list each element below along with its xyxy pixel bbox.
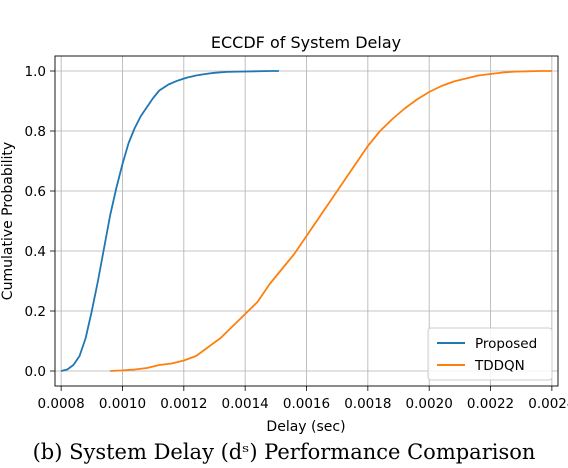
x-axis-label: Delay (sec) xyxy=(266,419,345,435)
ecdf-chart: 0.0008 0.0010 0.0012 0.0014 0.0016 0.0018 0.00… xyxy=(0,33,568,435)
legend-label: TDDQN xyxy=(474,358,525,374)
y-tick-label: 0.8 xyxy=(25,124,46,140)
series-line-tddqn xyxy=(110,70,552,372)
legend-box xyxy=(427,327,553,381)
x-tick-label: 0.0008 xyxy=(38,396,85,412)
x-tick-label: 0.0010 xyxy=(99,396,146,412)
series-lines xyxy=(60,70,552,372)
x-tick-label: 0.0022 xyxy=(467,396,514,412)
x-tick-label: 0.0018 xyxy=(344,396,391,412)
legend: Proposed TDDQN xyxy=(427,327,553,381)
y-tick-label: 0.0 xyxy=(25,364,46,380)
legend-label: Proposed xyxy=(475,336,537,352)
x-tick-label: 0.0020 xyxy=(406,396,453,412)
y-tick-label: 1.0 xyxy=(25,64,46,80)
y-axis-label: Cumulative Probability xyxy=(0,142,16,300)
series-line-proposed xyxy=(60,70,279,372)
y-tick-label: 0.6 xyxy=(25,184,46,200)
figure-caption: (b) System Delay (dˢ) Performance Compar… xyxy=(32,440,536,464)
x-axis-ticks: 0.0008 0.0010 0.0012 0.0014 0.0016 0.0018 0.00… xyxy=(38,386,568,412)
y-axis-ticks: 0.0 0.2 0.4 0.6 0.8 1.0 xyxy=(25,64,55,380)
chart-title: ECCDF of System Delay xyxy=(211,33,401,52)
x-tick-label: 0.0014 xyxy=(222,396,269,412)
x-tick-label: 0.0012 xyxy=(160,396,207,412)
y-tick-label: 0.2 xyxy=(25,304,46,320)
x-tick-label: 0.0024 xyxy=(528,396,568,412)
y-tick-label: 0.4 xyxy=(25,244,46,260)
x-tick-label: 0.0016 xyxy=(283,396,330,412)
